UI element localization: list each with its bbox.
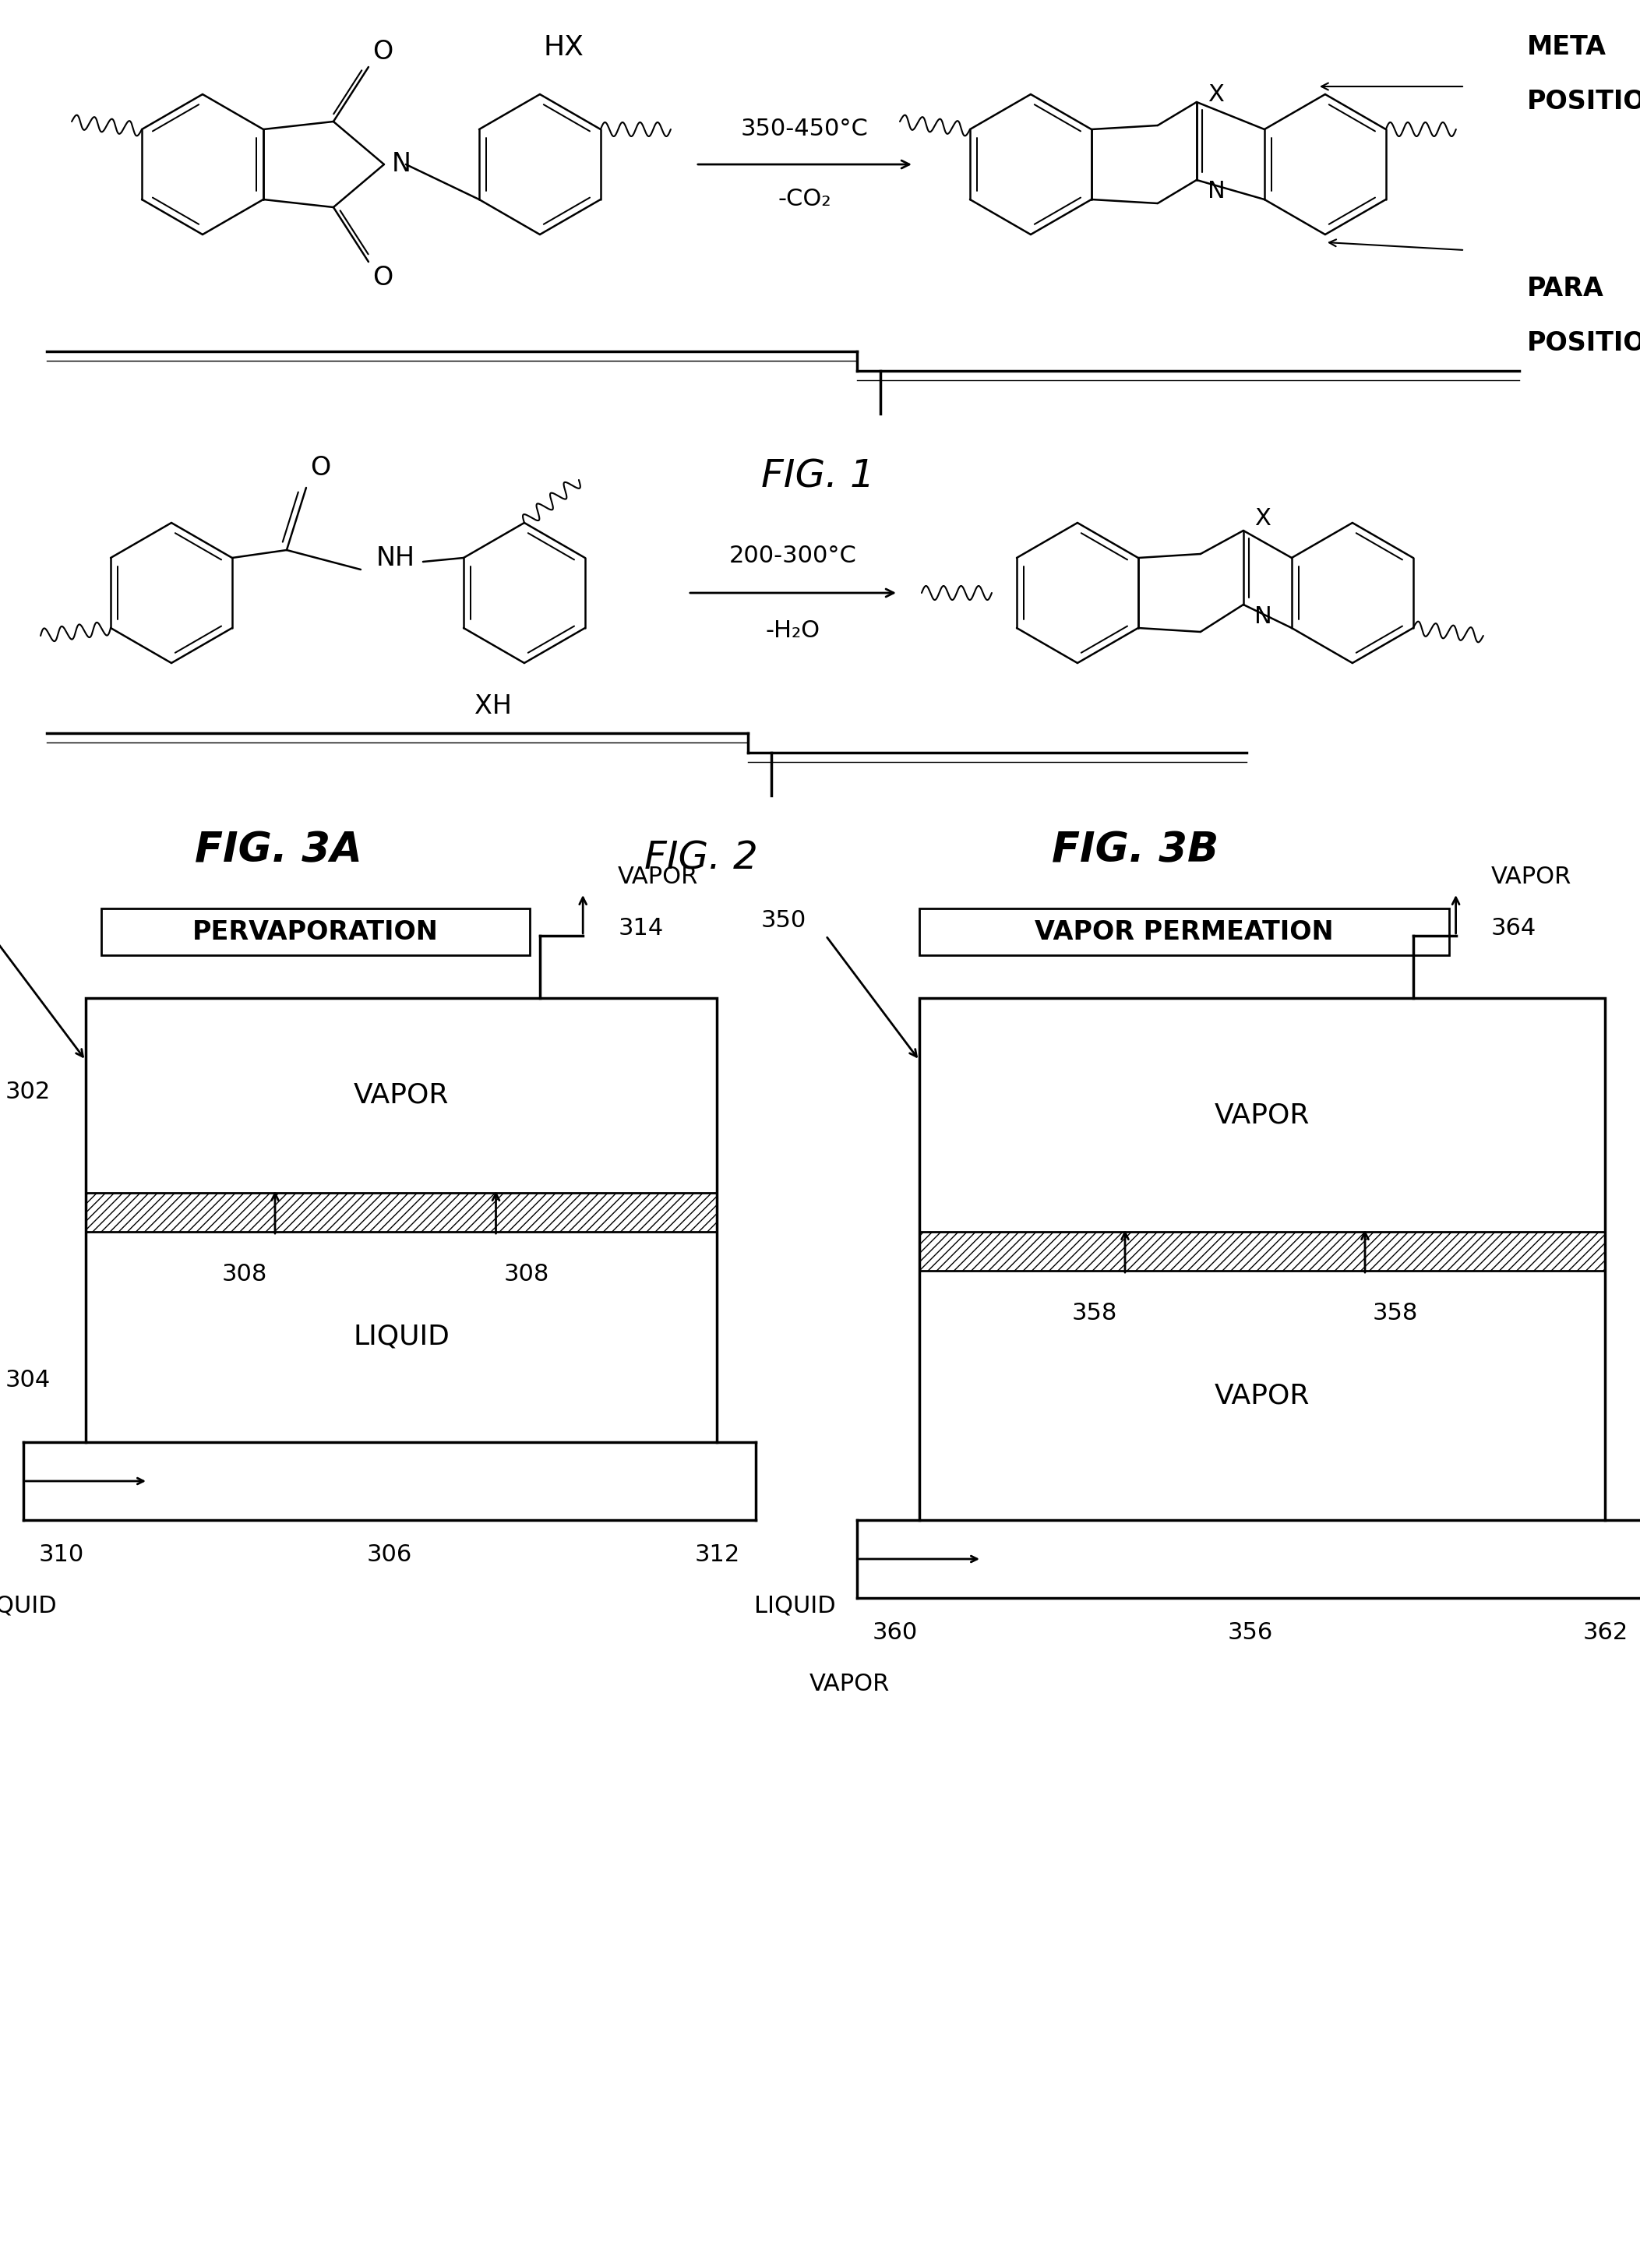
- Text: 200-300°C: 200-300°C: [730, 544, 858, 567]
- Text: 314: 314: [618, 916, 663, 939]
- Text: 350-450°C: 350-450°C: [741, 118, 869, 141]
- Text: 312: 312: [695, 1545, 740, 1567]
- Text: HX: HX: [543, 34, 584, 61]
- Text: PARA: PARA: [1527, 277, 1604, 302]
- Text: LIQUID: LIQUID: [0, 1594, 56, 1617]
- Text: VAPOR: VAPOR: [1215, 1381, 1310, 1408]
- Text: O: O: [372, 39, 392, 64]
- Text: N: N: [1255, 606, 1271, 628]
- Text: -CO₂: -CO₂: [777, 188, 831, 211]
- Bar: [85, 998, 717, 1442]
- Text: 302: 302: [5, 1080, 51, 1102]
- Text: LIQUID: LIQUID: [754, 1594, 835, 1617]
- Bar: [920, 1232, 1606, 1270]
- Bar: [85, 1193, 717, 1232]
- Text: LIQUID: LIQUID: [353, 1325, 449, 1349]
- Text: 350: 350: [761, 909, 807, 932]
- Text: 358: 358: [1073, 1302, 1117, 1325]
- Text: -H₂O: -H₂O: [766, 619, 820, 642]
- Text: 310: 310: [39, 1545, 84, 1567]
- Text: FIG. 1: FIG. 1: [761, 458, 874, 494]
- Text: FIG. 3A: FIG. 3A: [195, 830, 362, 871]
- Text: O: O: [372, 265, 392, 290]
- Text: VAPOR: VAPOR: [1491, 866, 1571, 889]
- Text: 362: 362: [1583, 1622, 1629, 1644]
- Text: 308: 308: [221, 1263, 267, 1286]
- Text: 364: 364: [1491, 916, 1537, 939]
- Text: VAPOR PERMEATION: VAPOR PERMEATION: [1035, 919, 1333, 946]
- Text: XH: XH: [474, 694, 512, 719]
- Text: X: X: [1209, 84, 1223, 107]
- Text: 308: 308: [503, 1263, 549, 1286]
- Text: NH: NH: [376, 544, 415, 572]
- Text: X: X: [1255, 508, 1271, 531]
- Text: PERVAPORATION: PERVAPORATION: [192, 919, 438, 946]
- Text: VAPOR: VAPOR: [618, 866, 699, 889]
- Text: POSITION: POSITION: [1527, 331, 1640, 356]
- Text: 358: 358: [1373, 1302, 1419, 1325]
- Text: VAPOR: VAPOR: [354, 1082, 449, 1109]
- Bar: [920, 909, 1450, 955]
- Text: N: N: [1207, 181, 1225, 202]
- Text: FIG. 3B: FIG. 3B: [1051, 830, 1219, 871]
- Bar: [102, 909, 530, 955]
- Text: 360: 360: [872, 1622, 918, 1644]
- Text: O: O: [310, 456, 330, 481]
- Bar: [920, 998, 1606, 1520]
- Text: META: META: [1527, 34, 1607, 61]
- Text: VAPOR: VAPOR: [1215, 1102, 1310, 1127]
- Text: 306: 306: [367, 1545, 412, 1567]
- Text: POSITION: POSITION: [1527, 88, 1640, 116]
- Text: FIG. 2: FIG. 2: [645, 839, 758, 875]
- Text: VAPOR: VAPOR: [809, 1672, 889, 1694]
- Text: 356: 356: [1228, 1622, 1273, 1644]
- Text: 304: 304: [5, 1368, 51, 1390]
- Text: N: N: [392, 152, 412, 177]
